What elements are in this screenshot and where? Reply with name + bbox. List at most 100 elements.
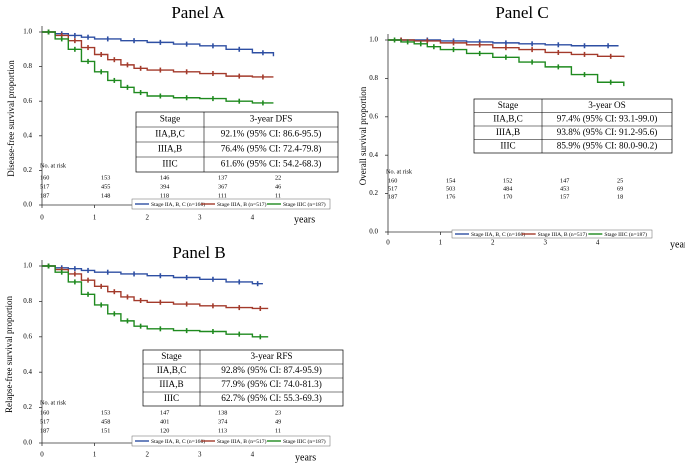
panel-a-table-cell-stage: IIIA,B — [158, 144, 182, 154]
panel-c-x-tick-label: 4 — [596, 239, 600, 247]
panel-c-legend-entry: Stage IIIA, B (n=517) — [538, 231, 588, 238]
panel-c-at-risk-value: 484 — [503, 185, 512, 192]
panel-c-x-tick-label: 3 — [543, 239, 547, 247]
panel-b-x-tick-label: 0 — [40, 451, 44, 459]
panel-c-at-risk-value: 152 — [503, 177, 512, 184]
panel-a-legend-entry: Stage IIIA, B (n=517) — [217, 201, 267, 208]
panel-b-table-cell-stage: Stage — [161, 351, 181, 361]
panel-b-at-risk-value: 23 — [275, 409, 281, 416]
panel-b-table-cell-stage: IIIA,B — [159, 379, 183, 389]
panel-b-y-tick-label: 0.4 — [23, 368, 32, 376]
panel-c-legend-box — [451, 229, 653, 239]
panel-c-table-cell-value: 3-year OS — [588, 100, 626, 110]
panel-b-y-tick-label: 0.8 — [23, 297, 32, 305]
panel-b-at-risk-value: 113 — [218, 427, 227, 434]
panel-c-at-risk-value: 176 — [446, 193, 455, 200]
panel-a-at-risk-value: 11 — [275, 192, 281, 199]
panel-c-y-tick-label: 0.0 — [369, 228, 378, 236]
panel-b-at-risk-value: 374 — [218, 418, 227, 425]
panel-c-y-tick-label: 0.6 — [369, 112, 378, 120]
panel-a-x-tick-label: 1 — [93, 214, 97, 222]
panel-c-at-risk-value: 160 — [388, 177, 397, 184]
panel-b-legend-entry: Stage IIA, B, C (n=160) — [151, 438, 205, 445]
panel-b-at-risk-value: 187 — [40, 427, 49, 434]
panel-c-x-axis-label: years — [670, 239, 685, 250]
panel-a-at-risk-value: 367 — [218, 183, 227, 190]
panel-c-title: Panel C — [495, 3, 548, 22]
panel-c-at-risk-value: 503 — [446, 185, 455, 192]
panel-a-at-risk-value: 187 — [40, 192, 49, 199]
panel-a-at-risk-value: 153 — [101, 174, 110, 181]
panel-b-legend-entry: Stage IIIA, B (n=517) — [217, 438, 267, 445]
panel-c-y-tick-label: 0.4 — [369, 151, 378, 159]
panel-c-at-risk-value: 517 — [388, 185, 397, 192]
panel-b-at-risk-value: 153 — [101, 409, 110, 416]
panel-c-y-tick-label: 0.2 — [369, 189, 378, 197]
panel-b-y-axis-label: Relapse-free survival proportion — [4, 296, 14, 413]
panel-b-at-risk-value: 151 — [101, 427, 110, 434]
panel-a-at-risk-value: 455 — [101, 183, 110, 190]
panel-b-table-cell-value: 3-year RFS — [250, 351, 292, 361]
panel-a-table-cell-value: 76.4% (95% CI: 72.4-79.8) — [221, 144, 322, 154]
panel-b-table-cell-stage: IIA,B,C — [157, 365, 187, 375]
panel-b-at-risk-value: 138 — [218, 409, 227, 416]
panel-a-at-risk-label: No. at risk — [40, 162, 67, 169]
panel-c-at-risk-value: 69 — [617, 185, 623, 192]
panel-c-at-risk-value: 147 — [560, 177, 569, 184]
panel-b-y-tick-label: 1.0 — [23, 262, 32, 270]
panel-b-series-line-1 — [42, 265, 269, 310]
panel-a-x-tick-label: 4 — [251, 214, 255, 222]
panel-b-x-tick-label: 3 — [198, 451, 202, 459]
panel-b-at-risk-value: 517 — [40, 418, 49, 425]
panel-a-at-risk-value: 46 — [275, 183, 281, 190]
panel-b-at-risk-value: 120 — [160, 427, 169, 434]
panel-a-x-tick-label: 3 — [198, 214, 202, 222]
panel-c-at-risk-label: No. at risk — [386, 168, 413, 175]
panel-b-at-risk-value: 49 — [275, 418, 281, 425]
panel-b-at-risk-value: 160 — [40, 409, 49, 416]
panel-a-legend-box — [131, 198, 331, 210]
panel-a-at-risk-value: 118 — [160, 192, 169, 199]
panel-a-at-risk-value: 160 — [40, 174, 49, 181]
panel-b-at-risk-label: No. at risk — [40, 399, 67, 406]
panel-c-series-line-2 — [388, 39, 625, 87]
panel-c-y-tick-label: 0.8 — [369, 74, 378, 82]
panel-c-y-tick-label: 1.0 — [369, 36, 378, 44]
panel-b-x-tick-label: 4 — [251, 451, 255, 459]
panel-a-table-cell-stage: Stage — [160, 114, 180, 124]
panel-a-at-risk-value: 111 — [218, 192, 227, 199]
panel-a-y-tick-label: 0.2 — [23, 166, 32, 174]
panel-a-at-risk-value: 22 — [275, 174, 281, 181]
panel-a-series-line-1 — [42, 31, 274, 78]
panel-c-at-risk-value: 187 — [388, 193, 397, 200]
panel-c-table-cell-stage: IIA,B,C — [493, 113, 523, 123]
panel-a-y-tick-label: 0.6 — [23, 97, 32, 105]
panel-a-y-tick-label: 0.8 — [23, 62, 32, 70]
panel-c-at-risk-value: 18 — [617, 193, 623, 200]
panel-a-legend-entry: Stage IIIC (n=187) — [283, 201, 326, 208]
panel-a-y-tick-label: 0.4 — [23, 131, 32, 139]
panel-b-at-risk-value: 401 — [160, 418, 169, 425]
panel-a-title: Panel A — [171, 3, 225, 22]
panel-a-legend-entry: Stage IIA, B, C (n=160) — [151, 201, 205, 208]
panel-a-x-tick-label: 0 — [40, 214, 44, 222]
panel-b-x-tick-label: 2 — [145, 451, 149, 459]
panel-c-at-risk-value: 25 — [617, 177, 623, 184]
panel-a-at-risk-value: 394 — [160, 183, 169, 190]
panel-c-legend-entry: Stage IIA, B, C (n=160) — [471, 231, 525, 238]
panel-b-y-tick-label: 0.2 — [23, 403, 32, 411]
panel-c-table-cell-stage: IIIA,B — [496, 127, 520, 137]
panel-b-table-cell-value: 77.9% (95% CI: 74.0-81.3) — [221, 379, 322, 389]
panel-c-at-risk-value: 157 — [560, 193, 569, 200]
panel-c-at-risk-value: 453 — [560, 185, 569, 192]
panel-a-y-tick-label: 1.0 — [23, 28, 32, 36]
panel-b-at-risk-value: 147 — [160, 409, 169, 416]
panel-b-y-tick-label: 0.0 — [23, 439, 32, 447]
panel-b-table-cell-value: 92.8% (95% CI: 87.4-95.9) — [221, 365, 322, 375]
panel-c-at-risk-value: 154 — [446, 177, 455, 184]
panel-c-x-tick-label: 1 — [439, 239, 443, 247]
panel-c-table-cell-stage: Stage — [498, 100, 518, 110]
panel-b-at-risk-value: 11 — [275, 427, 281, 434]
panel-c-table-cell-value: 85.9% (95% CI: 80.0-90.2) — [557, 140, 658, 150]
